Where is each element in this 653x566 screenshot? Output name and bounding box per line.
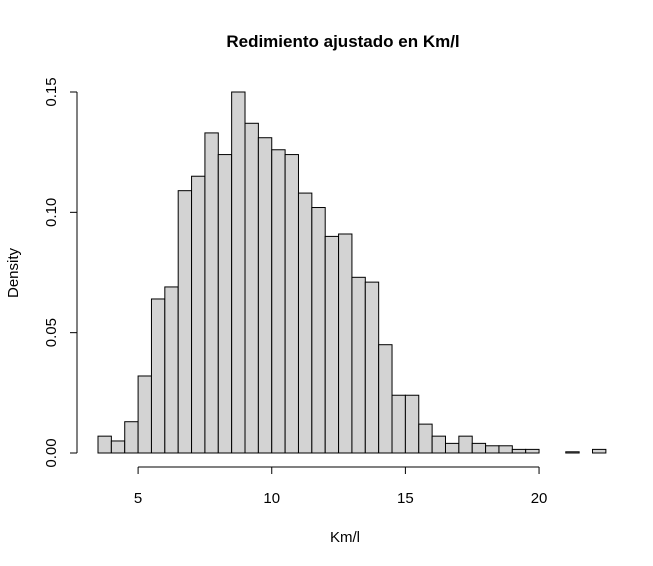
histogram-bar xyxy=(311,207,326,454)
histogram-bar xyxy=(391,394,406,454)
y-tick-label: 0.10 xyxy=(43,198,60,227)
histogram-bar xyxy=(297,192,313,454)
histogram-bar xyxy=(338,233,353,454)
y-tick-label: 0.05 xyxy=(43,318,60,347)
histogram-bar xyxy=(592,448,607,454)
histogram-bar xyxy=(418,423,433,454)
histogram-bar xyxy=(511,448,527,454)
bars-group xyxy=(97,91,607,454)
histogram-bar xyxy=(257,137,273,454)
histogram-bar xyxy=(471,442,487,454)
x-tick-label: 15 xyxy=(397,490,414,507)
histogram-bar xyxy=(444,442,460,454)
histogram-bar xyxy=(124,421,139,454)
histogram-bar xyxy=(110,440,126,454)
x-tick-label: 20 xyxy=(531,490,548,507)
histogram-bar xyxy=(364,281,380,454)
histogram-bar xyxy=(217,154,233,454)
histogram-bar xyxy=(204,132,219,454)
y-axis: 0.00 0.05 0.10 0.15 xyxy=(43,77,78,468)
histogram-bar xyxy=(458,435,473,454)
x-axis: 5 10 15 20 xyxy=(134,466,548,507)
histogram-bar xyxy=(137,375,152,454)
histogram-bar xyxy=(191,175,206,454)
histogram-bar xyxy=(431,435,446,454)
y-axis-label: Density xyxy=(5,247,22,298)
histogram-bar xyxy=(378,344,393,454)
x-axis-label: Km/l xyxy=(330,529,360,546)
histogram-bar xyxy=(164,286,179,454)
y-tick-label: 0.00 xyxy=(43,438,60,467)
histogram-bar xyxy=(244,122,259,454)
histogram-bar xyxy=(485,445,500,454)
chart-title: Redimiento ajustado en Km/l xyxy=(226,32,459,51)
histogram-bar xyxy=(525,448,540,454)
histogram-bar xyxy=(498,445,513,454)
histogram-bar xyxy=(565,451,580,454)
y-tick-label: 0.15 xyxy=(43,77,60,106)
histogram-bar xyxy=(271,149,286,454)
histogram-bar xyxy=(97,435,112,454)
histogram-bar xyxy=(404,394,420,454)
histogram-bar xyxy=(351,276,366,454)
histogram-bar xyxy=(231,91,246,454)
histogram-bar xyxy=(177,190,193,454)
histogram-bar xyxy=(284,154,299,454)
x-tick-label: 10 xyxy=(263,490,280,507)
histogram-bar xyxy=(324,235,340,454)
histogram-bar xyxy=(150,298,166,454)
x-tick-label: 5 xyxy=(134,490,142,507)
